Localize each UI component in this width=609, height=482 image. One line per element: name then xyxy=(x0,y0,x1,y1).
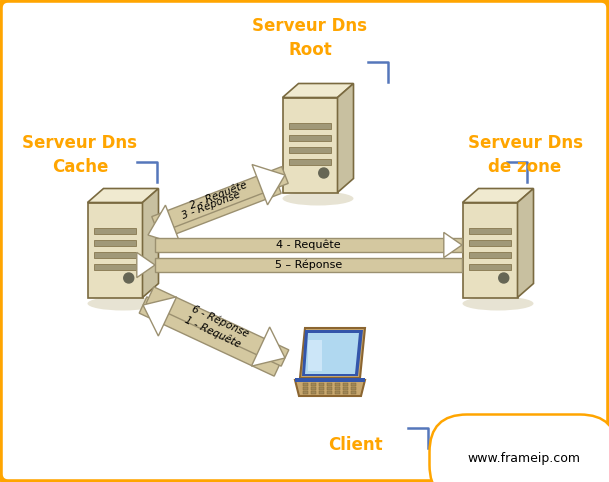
Polygon shape xyxy=(152,167,288,233)
Polygon shape xyxy=(88,202,143,297)
Polygon shape xyxy=(343,391,348,393)
Polygon shape xyxy=(308,340,322,371)
Polygon shape xyxy=(146,287,289,366)
Polygon shape xyxy=(289,159,331,165)
Polygon shape xyxy=(319,391,324,393)
Text: Client: Client xyxy=(328,436,382,454)
Circle shape xyxy=(499,273,509,283)
Text: 3 - Réponse: 3 - Réponse xyxy=(180,189,242,221)
Polygon shape xyxy=(143,188,158,297)
Circle shape xyxy=(319,168,329,178)
Polygon shape xyxy=(469,252,511,258)
Polygon shape xyxy=(283,83,353,97)
Polygon shape xyxy=(351,383,356,386)
Polygon shape xyxy=(469,264,511,270)
Polygon shape xyxy=(139,297,282,376)
Polygon shape xyxy=(305,333,359,374)
Polygon shape xyxy=(462,188,533,202)
Polygon shape xyxy=(137,253,155,278)
Polygon shape xyxy=(94,252,136,258)
Ellipse shape xyxy=(283,191,353,205)
Polygon shape xyxy=(155,258,462,272)
Ellipse shape xyxy=(88,296,158,310)
Polygon shape xyxy=(343,387,348,389)
Text: 6 - Réponse: 6 - Réponse xyxy=(189,304,250,339)
Polygon shape xyxy=(462,202,518,297)
Polygon shape xyxy=(343,383,348,386)
Text: Serveur Dns
Cache: Serveur Dns Cache xyxy=(23,134,138,176)
Polygon shape xyxy=(319,387,324,389)
Polygon shape xyxy=(303,383,308,386)
Polygon shape xyxy=(337,83,353,192)
Polygon shape xyxy=(252,327,285,366)
Polygon shape xyxy=(283,97,337,192)
Polygon shape xyxy=(335,387,340,389)
Text: 4 - Requête: 4 - Requête xyxy=(276,240,341,250)
Polygon shape xyxy=(94,228,136,234)
Polygon shape xyxy=(145,176,281,243)
Polygon shape xyxy=(469,228,511,234)
Polygon shape xyxy=(327,383,332,386)
Polygon shape xyxy=(302,330,363,376)
Polygon shape xyxy=(327,387,332,389)
Polygon shape xyxy=(295,380,365,396)
Polygon shape xyxy=(289,135,331,141)
Polygon shape xyxy=(444,232,462,257)
Circle shape xyxy=(124,273,134,283)
Polygon shape xyxy=(155,238,462,252)
Polygon shape xyxy=(351,387,356,389)
Polygon shape xyxy=(469,240,511,246)
Polygon shape xyxy=(300,328,365,378)
Polygon shape xyxy=(351,391,356,393)
Text: www.frameip.com: www.frameip.com xyxy=(467,452,580,465)
Polygon shape xyxy=(311,391,316,393)
Polygon shape xyxy=(311,383,316,386)
Polygon shape xyxy=(94,240,136,246)
Text: 5 – Réponse: 5 – Réponse xyxy=(275,260,342,270)
Polygon shape xyxy=(311,387,316,389)
Polygon shape xyxy=(335,383,340,386)
Polygon shape xyxy=(289,147,331,153)
Polygon shape xyxy=(88,188,158,202)
Polygon shape xyxy=(518,188,533,297)
Polygon shape xyxy=(295,378,365,382)
Polygon shape xyxy=(148,205,181,245)
Polygon shape xyxy=(252,164,285,205)
Text: 1 - Requête: 1 - Requête xyxy=(183,314,242,349)
Text: 2 - Requête: 2 - Requête xyxy=(188,179,248,211)
Ellipse shape xyxy=(462,296,533,310)
Polygon shape xyxy=(303,391,308,393)
Polygon shape xyxy=(335,391,340,393)
Text: Serveur Dns
Root: Serveur Dns Root xyxy=(253,17,367,59)
Polygon shape xyxy=(289,123,331,129)
Polygon shape xyxy=(327,391,332,393)
Polygon shape xyxy=(319,383,324,386)
Polygon shape xyxy=(143,297,177,336)
Text: Serveur Dns
de zone: Serveur Dns de zone xyxy=(468,134,582,176)
Polygon shape xyxy=(303,387,308,389)
Polygon shape xyxy=(94,264,136,270)
